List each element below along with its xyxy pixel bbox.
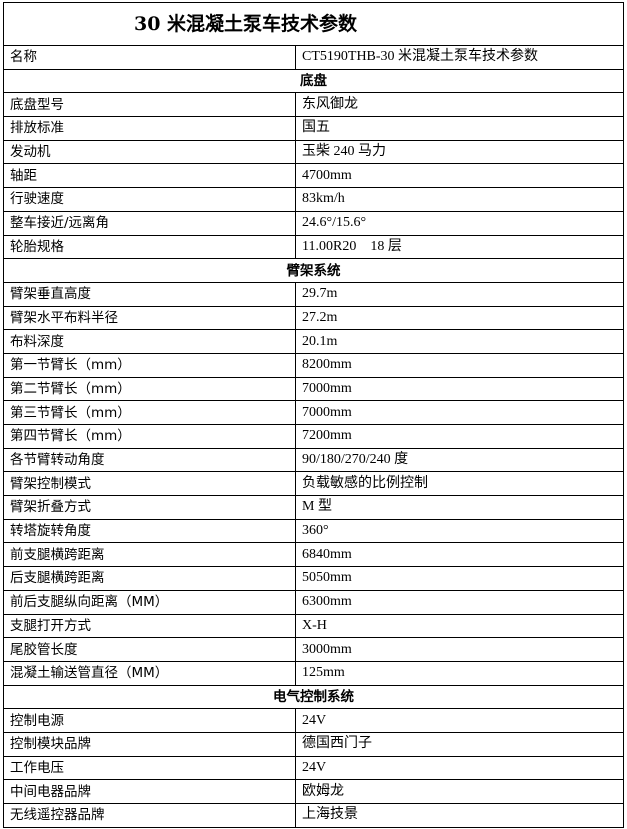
param-value: X-H	[295, 613, 624, 639]
table-row: 前支腿横跨距离 6840mm	[3, 542, 624, 568]
table-row: 轮胎规格 11.00R20 18 层	[3, 234, 624, 260]
table-row: 第一节臂长（mm） 8200mm	[3, 352, 624, 378]
document-title: 30 米混凝土泵车技术参数	[3, 2, 624, 45]
param-value: 20.1m	[295, 329, 624, 354]
param-name: 底盘型号	[3, 92, 296, 118]
param-name: 第四节臂长（mm）	[3, 424, 296, 449]
param-name: 各节臂转动角度	[3, 447, 296, 473]
section-title: 臂架系统	[3, 258, 624, 283]
param-name: 第三节臂长（mm）	[3, 400, 296, 425]
table-row: 臂架折叠方式 M 型	[3, 495, 624, 520]
param-name: 第二节臂长（mm）	[3, 376, 296, 402]
param-name: 整车接近/远离角	[3, 210, 296, 236]
param-value: 83km/h	[295, 187, 624, 212]
param-value: 玉柴 240 马力	[295, 139, 624, 165]
param-name: 前支腿横跨距离	[3, 542, 296, 568]
table-row: 转塔旋转角度 360°	[3, 518, 624, 544]
param-name: 控制电源	[3, 708, 296, 733]
param-value: 德国西门子	[295, 731, 624, 757]
param-value: 11.00R20 18 层	[295, 234, 624, 260]
param-value: 国五	[295, 116, 624, 141]
param-value: CT5190THB-30 米混凝土泵车技术参数	[295, 45, 624, 70]
table-row: 发动机 玉柴 240 马力	[3, 139, 624, 165]
table-row: 第二节臂长（mm） 7000mm	[3, 376, 624, 402]
spec-document: 30 米混凝土泵车技术参数 名称 CT5190THB-30 米混凝土泵车技术参数底…	[3, 2, 624, 828]
param-name: 名称	[3, 45, 296, 70]
table-row: 行驶速度 83km/h	[3, 187, 624, 212]
table-row: 支腿打开方式 X-H	[3, 613, 624, 639]
param-name: 尾胶管长度	[3, 637, 296, 662]
param-value: 6840mm	[295, 542, 624, 568]
param-name: 臂架水平布料半径	[3, 305, 296, 331]
param-value: 29.7m	[295, 281, 624, 307]
param-value: 4700mm	[295, 163, 624, 189]
table-row: 尾胶管长度 3000mm	[3, 637, 624, 662]
param-value: 90/180/270/240 度	[295, 447, 624, 473]
param-value: 24.6°/15.6°	[295, 210, 624, 236]
table-row: 混凝土输送管直径（MM） 125mm	[3, 660, 624, 686]
param-value: 负载敏感的比例控制	[295, 471, 624, 497]
param-value: 27.2m	[295, 305, 624, 331]
param-value: 7000mm	[295, 400, 624, 425]
table-row: 无线遥控器品牌 上海技景	[3, 803, 624, 828]
param-name: 无线遥控器品牌	[3, 803, 296, 828]
param-name: 臂架垂直高度	[3, 281, 296, 307]
section-header-row: 臂架系统	[3, 258, 624, 283]
param-name: 布料深度	[3, 329, 296, 354]
table-row: 各节臂转动角度 90/180/270/240 度	[3, 447, 624, 473]
param-value: 3000mm	[295, 637, 624, 662]
table-row: 名称 CT5190THB-30 米混凝土泵车技术参数	[3, 45, 624, 70]
param-value: M 型	[295, 495, 624, 520]
section-header-row: 电气控制系统	[3, 684, 624, 710]
param-name: 中间电器品牌	[3, 779, 296, 804]
param-name: 控制模块品牌	[3, 731, 296, 757]
param-value: 7200mm	[295, 424, 624, 449]
section-title: 底盘	[3, 68, 624, 94]
param-value: 360°	[295, 518, 624, 544]
section-header-row: 底盘	[3, 68, 624, 94]
param-value: 24V	[295, 755, 624, 781]
param-name: 轴距	[3, 163, 296, 189]
table-row: 前后支腿纵向距离（MM） 6300mm	[3, 589, 624, 615]
param-value: 东风御龙	[295, 92, 624, 118]
table-row: 控制电源 24V	[3, 708, 624, 733]
param-name: 支腿打开方式	[3, 613, 296, 639]
param-name: 混凝土输送管直径（MM）	[3, 660, 296, 686]
param-name: 发动机	[3, 139, 296, 165]
param-value: 24V	[295, 708, 624, 733]
param-name: 第一节臂长（mm）	[3, 352, 296, 378]
param-name: 行驶速度	[3, 187, 296, 212]
param-name: 排放标准	[3, 116, 296, 141]
param-name: 后支腿横跨距离	[3, 566, 296, 591]
param-name: 转塔旋转角度	[3, 518, 296, 544]
section-title: 电气控制系统	[3, 684, 624, 710]
table-row: 臂架水平布料半径 27.2m	[3, 305, 624, 331]
table-row: 臂架控制模式 负载敏感的比例控制	[3, 471, 624, 497]
table-row: 布料深度 20.1m	[3, 329, 624, 354]
param-value: 125mm	[295, 660, 624, 686]
param-value: 8200mm	[295, 352, 624, 378]
table-row: 底盘型号 东风御龙	[3, 92, 624, 118]
table-row: 排放标准 国五	[3, 116, 624, 141]
table-row: 第四节臂长（mm） 7200mm	[3, 424, 624, 449]
param-value: 6300mm	[295, 589, 624, 615]
table-row: 控制模块品牌 德国西门子	[3, 731, 624, 757]
table-row: 工作电压 24V	[3, 755, 624, 781]
spec-table: 名称 CT5190THB-30 米混凝土泵车技术参数 底盘 底盘型号 东风御龙 排放标准国…	[3, 45, 624, 828]
table-row: 第三节臂长（mm） 7000mm	[3, 400, 624, 425]
table-row: 中间电器品牌 欧姆龙	[3, 779, 624, 804]
param-name: 前后支腿纵向距离（MM）	[3, 589, 296, 615]
param-name: 轮胎规格	[3, 234, 296, 260]
param-name: 工作电压	[3, 755, 296, 781]
table-row: 整车接近/远离角 24.6°/15.6°	[3, 210, 624, 236]
table-row: 后支腿横跨距离 5050mm	[3, 566, 624, 591]
param-name: 臂架折叠方式	[3, 495, 296, 520]
table-row: 臂架垂直高度 29.7m	[3, 281, 624, 307]
table-row: 轴距 4700mm	[3, 163, 624, 189]
param-value: 上海技景	[295, 803, 624, 828]
param-value: 5050mm	[295, 566, 624, 591]
param-value: 7000mm	[295, 376, 624, 402]
param-value: 欧姆龙	[295, 779, 624, 804]
param-name: 臂架控制模式	[3, 471, 296, 497]
